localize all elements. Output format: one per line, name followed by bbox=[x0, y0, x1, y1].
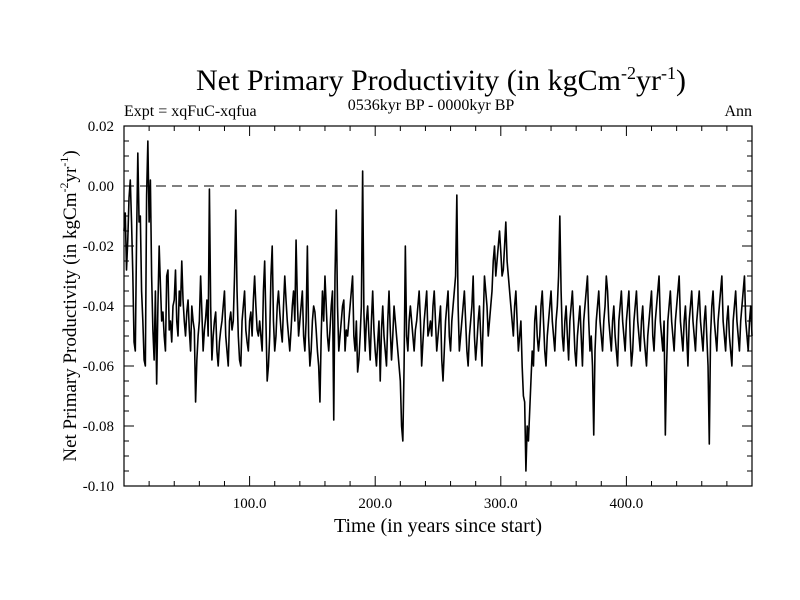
y-axis-label-sup2: -1 bbox=[57, 157, 71, 167]
y-axis-label-main: Net Primary Productivity (in kgCm bbox=[60, 192, 81, 461]
x-tick-label: 300.0 bbox=[484, 496, 518, 512]
plot-frame bbox=[123, 125, 753, 487]
y-tick-label: 0.00 bbox=[88, 179, 114, 195]
x-tick-label: 100.0 bbox=[233, 496, 267, 512]
y-axis-label-sup1: -2 bbox=[57, 183, 71, 193]
x-axis-ticks: 100.0 200.0 300.0 400.0 bbox=[148, 126, 728, 512]
chart-title: Net Primary Productivity (in kgCm-2yr-1) bbox=[196, 63, 686, 97]
y-tick-label: -0.06 bbox=[83, 359, 115, 375]
y-tick-label: -0.08 bbox=[83, 419, 114, 435]
y-tick-label: -0.02 bbox=[83, 239, 114, 255]
y-axis-label: Net Primary Productivity (in kgCm-2yr-1) bbox=[57, 150, 81, 461]
x-axis-label: Time (in years since start) bbox=[334, 515, 542, 537]
chart-title-main: Net Primary Productivity (in kgCm bbox=[196, 64, 621, 97]
subtitle-season: Ann bbox=[724, 103, 752, 120]
x-tick-label: 200.0 bbox=[358, 496, 392, 512]
subtitle-period: 0536kyr BP - 0000kyr BP bbox=[348, 97, 515, 114]
subtitle-experiment: Expt = xqFuC-xqfua bbox=[124, 103, 257, 120]
y-axis-label-end: ) bbox=[60, 150, 81, 156]
y-axis-label-mid: yr bbox=[60, 166, 81, 183]
y-axis-ticks: 0.02 0.00 -0.02 -0.04 -0.06 -0.08 -0.10 bbox=[83, 119, 752, 495]
y-tick-label: -0.04 bbox=[83, 299, 115, 315]
chart-title-mid: yr bbox=[636, 64, 661, 97]
y-tick-label: -0.10 bbox=[83, 479, 114, 495]
y-tick-label: 0.02 bbox=[88, 119, 114, 135]
chart-title-sup1: -2 bbox=[621, 63, 636, 83]
chart-title-end: ) bbox=[676, 64, 686, 97]
x-tick-label: 400.0 bbox=[610, 496, 644, 512]
series-line bbox=[123, 140, 753, 472]
chart-title-sup2: -1 bbox=[661, 63, 676, 83]
